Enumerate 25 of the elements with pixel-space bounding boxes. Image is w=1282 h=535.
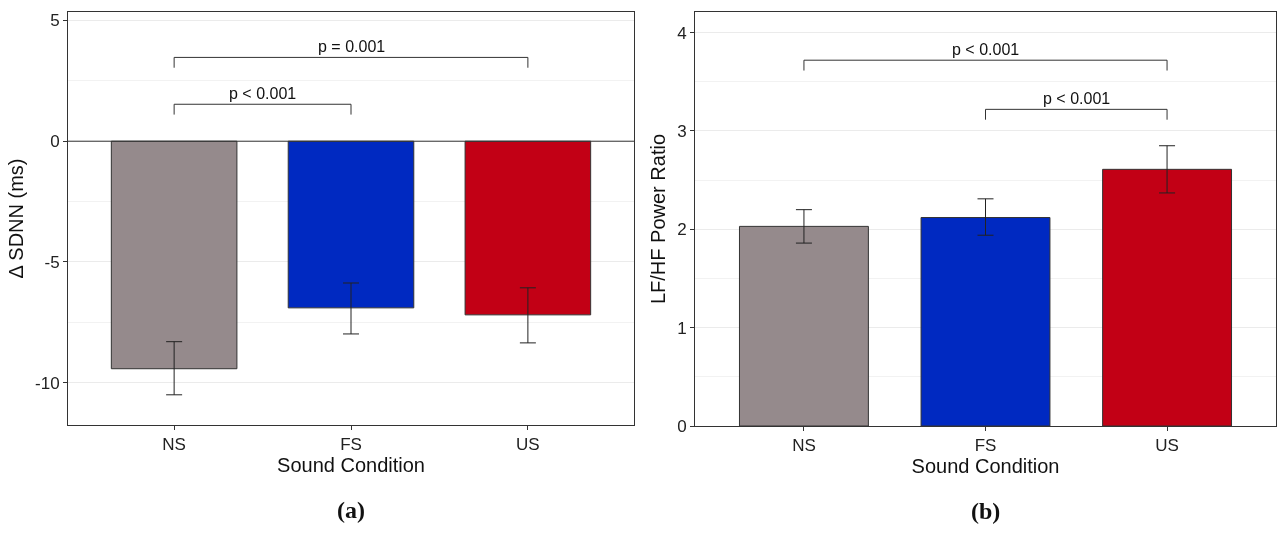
x-tick-label: NS (792, 436, 816, 456)
y-tick-label: -10 (35, 373, 60, 393)
x-axis-title: Sound Condition (277, 454, 425, 477)
y-tick-label: 0 (50, 132, 60, 152)
y-tick-label: -5 (44, 252, 60, 272)
annotation: p = 0.001 (318, 38, 386, 55)
y-tick-label: 4 (677, 23, 687, 43)
y-tick-label: 0 (677, 416, 687, 436)
y-tick-label: 5 (50, 11, 60, 31)
text: (a) (337, 497, 365, 523)
y-tick-label: 3 (677, 121, 687, 141)
y-axis-title: Δ SDNN (ms) (4, 158, 27, 279)
x-tick-label: US (516, 435, 540, 455)
x-tick-label: FS (340, 435, 362, 455)
x-tick-label: US (1155, 436, 1179, 456)
annotation: p < 0.001 (229, 85, 297, 102)
y-tick-label: 2 (677, 220, 687, 240)
x-axis-title: Sound Condition (911, 455, 1060, 478)
annotation: p < 0.001 (952, 41, 1020, 58)
y-tick-label: 1 (677, 318, 687, 338)
annotation: p < 0.001 (1043, 90, 1111, 107)
x-tick-label: NS (162, 435, 186, 455)
x-tick-label: FS (974, 436, 997, 456)
text: (b) (971, 498, 1001, 524)
y-axis-title: LF/HF Power Ratio (646, 133, 669, 305)
